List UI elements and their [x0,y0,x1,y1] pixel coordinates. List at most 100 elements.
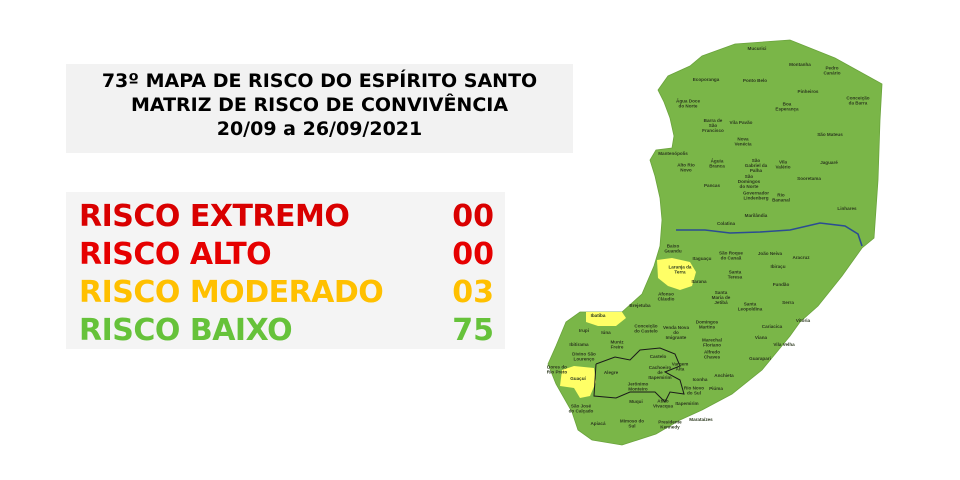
municipality-label: Alegre [604,370,619,375]
risk-row-alto: RISCO ALTO 00 [79,236,494,274]
municipality-label: Ecoporanga [693,77,720,82]
municipality-label: Ibiraçu [770,264,785,269]
date-range: 20/09 a 26/09/2021 [216,118,423,140]
municipality-label: Cachoeiro de Itapemirim [648,365,671,380]
municipality-label: Serra [782,300,794,305]
municipality-label: Guaçuí [570,376,586,381]
municipality-label: Muniz Freire [610,340,624,350]
municipality-label: Vila Velha [773,342,795,347]
municipality-label: Divino São Lourenço [572,352,596,362]
municipality-label: Vargem Alta [672,362,689,372]
municipality-label: Santa Teresa [728,270,743,280]
risk-label: RISCO BAIXO [79,313,293,348]
municipality-label: Aracruz [792,255,810,260]
municipality-label: Boa Esperança [775,102,799,112]
municipality-label: Pancas [704,183,721,188]
municipality-label: Águia Branca [709,158,725,169]
municipality-label: Cariacica [762,324,783,329]
municipality-label: Fundão [773,282,790,287]
municipality-label: Ibitirama [569,342,589,347]
municipality-label: Governador Lindenberg [743,191,769,201]
municipality-label: Pinheiros [798,89,819,94]
municipality-label: Pedro Canário [823,66,840,76]
risk-row-baixo: RISCO BAIXO 75 [79,312,494,350]
municipality-label: São Gabriel da Palha [745,158,768,173]
municipality-label: Viana [755,335,768,340]
municipality-label: Muqui [629,399,643,404]
municipality-label: Iúna [601,330,611,335]
municipality-label: Venda Nova do Imigrante [663,325,689,340]
risk-row-moderado: RISCO MODERADO 03 [79,274,494,312]
municipality-label: Jaguaré [820,160,838,165]
municipality-label: Vitória [796,318,811,323]
municipality-label: Ibatiba [591,313,606,318]
municipality-label: Vila Pavão [730,120,753,125]
municipality-label: Rio Novo do Sul [684,386,704,396]
municipality-label: Mantenópolis [658,151,688,156]
municipality-label: Itarana [691,279,707,284]
municipality-label: São Domingos do Norte [738,174,761,189]
municipality-label: Montanha [789,62,811,67]
municipality-label: Nova Venécia [734,137,752,147]
municipality-label: Conceição do Castelo [634,324,658,334]
municipality-label: Presidente Kennedy [658,420,682,430]
risk-summary-panel: RISCO EXTREMO 00 RISCO ALTO 00 RISCO MOD… [66,192,505,349]
municipality-label: Iconha [693,377,708,382]
municipality-label: Vila Valério [775,160,790,170]
municipality-ibatiba [586,312,626,326]
risk-label: RISCO MODERADO [79,275,384,310]
municipality-label: Laranja da Terra [669,265,692,275]
municipality-label: Marilândia [745,213,768,218]
municipality-laranja-da-terra [657,258,696,290]
municipality-label: Santa Maria de Jetibá [712,290,731,305]
risk-row-extremo: RISCO EXTREMO 00 [79,198,494,236]
municipality-label: Jerônimo Monteiro [628,382,649,392]
title-panel: 73º MAPA DE RISCO DO ESPÍRITO SANTO MATR… [66,64,573,153]
municipality-label: Irupi [579,328,589,333]
municipality-label: Atílio Vivacqua [653,399,674,409]
state-outline [547,39,883,446]
municipality-label: Sooretama [797,176,821,181]
risk-count: 00 [452,199,494,234]
risk-count: 03 [452,275,494,310]
municipality-label: Domingos Martins [696,320,719,330]
municipality-label: Marataízes [689,417,713,422]
municipality-label: Apiacá [590,421,606,426]
municipality-label: Itapemirim [675,401,698,406]
risk-count: 00 [452,237,494,272]
municipality-label: Rio Bananal [772,193,790,203]
municipality-label: Baixo Guandu [664,244,682,254]
municipality-label: Colatina [717,221,736,226]
municipality-label: João Neiva [758,251,783,256]
municipality-label: Mucurici [748,46,767,51]
municipality-label: Afonso Cláudio [658,292,675,302]
municipality-label: Barra de São Francisco [702,118,724,133]
risk-count: 75 [452,313,494,348]
municipality-label: Santa Leopoldina [738,302,763,312]
municipality-label: Brejetuba [629,303,651,308]
municipality-label: Linhares [837,206,857,211]
map-subtitle: MATRIZ DE RISCO DE CONVIVÊNCIA [130,94,509,116]
municipality-label: Alto Rio Novo [677,163,695,173]
risk-label: RISCO EXTREMO [79,199,350,234]
municipality-label: São Mateus [817,132,843,137]
municipality-guacui [560,366,596,398]
municipality-label: Marechal Floriano [702,338,722,348]
municipality-label: Conceição da Barra [846,96,869,106]
municipality-label: Guarapari [749,356,771,361]
municipality-label: Água Doce do Norte [676,98,700,109]
river-doce [676,222,863,247]
municipality-label: Castelo [650,354,667,359]
municipality-label: São José do Calçado [569,404,594,414]
municipality-labels: Mucurici Montanha Pedro Canário Ecoporanga Po… [547,46,870,430]
cachoeiro-region-border [593,347,685,403]
municipality-label: Dores do Rio Preto [547,365,568,375]
municipality-label: São Roque do Canaã [719,251,743,261]
municipality-label: Anchieta [714,373,734,378]
map-title: 73º MAPA DE RISCO DO ESPÍRITO SANTO [101,70,538,92]
municipality-label: Ponto Belo [743,78,767,83]
municipality-label: Itaguaçu [693,256,712,261]
municipality-label: Alfredo Chaves [704,350,721,360]
risk-label: RISCO ALTO [79,237,272,272]
